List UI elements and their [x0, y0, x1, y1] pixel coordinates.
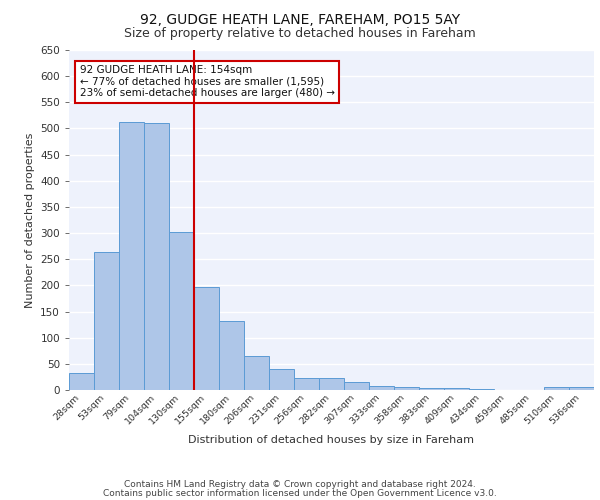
- Y-axis label: Number of detached properties: Number of detached properties: [25, 132, 35, 308]
- Bar: [194, 287, 219, 390]
- Bar: [69, 372, 94, 390]
- Bar: [169, 232, 194, 390]
- Bar: [269, 369, 294, 390]
- Text: 92 GUDGE HEATH LANE: 154sqm
← 77% of detached houses are smaller (1,595)
23% of : 92 GUDGE HEATH LANE: 154sqm ← 77% of det…: [79, 66, 335, 98]
- Bar: [344, 382, 369, 390]
- Bar: [119, 122, 144, 390]
- Bar: [294, 378, 319, 390]
- Text: 92, GUDGE HEATH LANE, FAREHAM, PO15 5AY: 92, GUDGE HEATH LANE, FAREHAM, PO15 5AY: [140, 12, 460, 26]
- Text: Size of property relative to detached houses in Fareham: Size of property relative to detached ho…: [124, 28, 476, 40]
- Bar: [244, 356, 269, 390]
- Bar: [94, 252, 119, 390]
- Bar: [219, 321, 244, 390]
- Bar: [569, 388, 594, 390]
- Bar: [394, 388, 419, 390]
- Bar: [419, 388, 444, 390]
- Bar: [444, 388, 469, 390]
- Bar: [144, 123, 169, 390]
- Text: Contains HM Land Registry data © Crown copyright and database right 2024.: Contains HM Land Registry data © Crown c…: [124, 480, 476, 489]
- Bar: [369, 386, 394, 390]
- Text: Contains public sector information licensed under the Open Government Licence v3: Contains public sector information licen…: [103, 490, 497, 498]
- Bar: [544, 388, 569, 390]
- Bar: [319, 378, 344, 390]
- X-axis label: Distribution of detached houses by size in Fareham: Distribution of detached houses by size …: [188, 435, 475, 445]
